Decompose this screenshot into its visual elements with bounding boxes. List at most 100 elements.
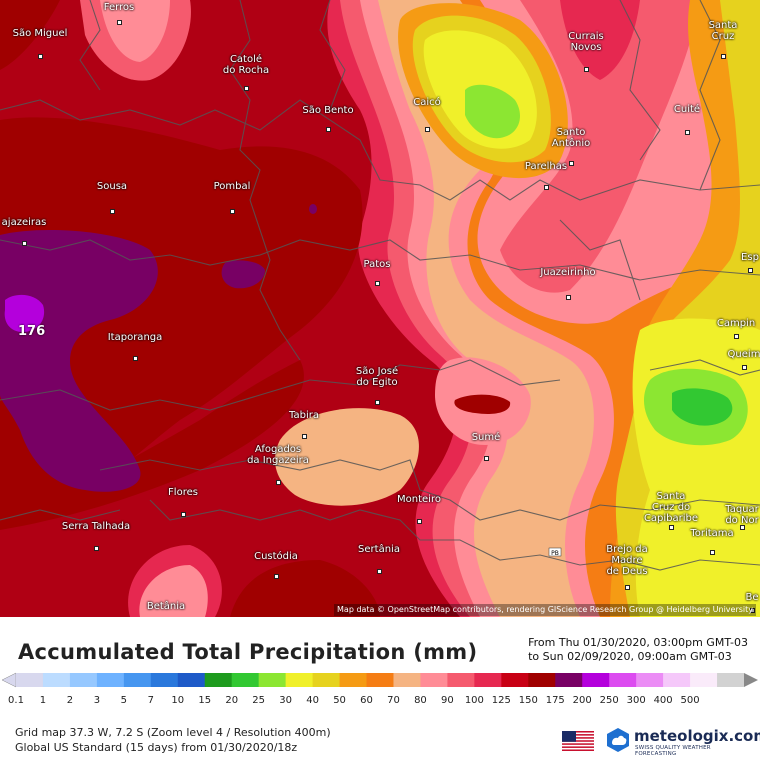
- city-label: Cuité: [673, 104, 701, 115]
- city-label: Santo Antônio: [551, 127, 591, 149]
- legend-tick-label: 1: [40, 695, 46, 706]
- legend-tick-label: 7: [148, 695, 154, 706]
- model-info: Global US Standard (15 days) from 01/30/…: [15, 741, 298, 754]
- city-marker: [685, 130, 690, 135]
- city-label: Afogados da Ingazeira: [247, 444, 309, 466]
- legend-swatch: [123, 673, 152, 687]
- city-marker: [544, 185, 549, 190]
- map-metadata: Grid map 37.3 W, 7.2 S (Zoom level 4 / R…: [15, 725, 331, 755]
- legend-swatch: [366, 673, 394, 687]
- city-marker: [584, 67, 589, 72]
- city-marker: [110, 209, 115, 214]
- legend-tick-label: 400: [654, 695, 673, 706]
- city-marker: [750, 608, 755, 613]
- city-label: Ferros: [103, 2, 135, 13]
- city-label: Queim: [727, 349, 760, 360]
- city-marker: [484, 456, 489, 461]
- legend-tick-label: 90: [441, 695, 454, 706]
- city-marker: [734, 334, 739, 339]
- city-label: Brejo da Madre de Deus: [606, 544, 648, 577]
- legend-tick-label: 15: [198, 695, 211, 706]
- city-label: Currais Novos: [568, 31, 604, 53]
- legend-swatch: [204, 673, 233, 687]
- city-label: Sumé: [471, 432, 501, 443]
- city-marker: [181, 512, 186, 517]
- city-label: Serra Talhada: [61, 521, 131, 532]
- legend-swatch: [690, 673, 718, 687]
- city-marker: [276, 480, 281, 485]
- city-marker: [244, 86, 249, 91]
- legend-tick-label: 30: [279, 695, 292, 706]
- city-marker: [94, 546, 99, 551]
- legend-tick-label: 20: [225, 695, 238, 706]
- legend-tick-label: 150: [519, 695, 538, 706]
- city-marker: [117, 20, 122, 25]
- brand-tagline: SWISS QUALITY WEATHER FORECASTING: [635, 745, 711, 757]
- color-legend: 0.1 1 2 3 5 7 10 15 20 25 30 40 50 60 70 80 90 100 125 150 1…: [0, 669, 760, 711]
- city-marker: [22, 241, 27, 246]
- legend-swatch: [393, 673, 421, 687]
- legend-tick-label: 250: [600, 695, 619, 706]
- legend-swatch: [96, 673, 125, 687]
- city-marker: [710, 550, 715, 555]
- legend-swatch: [501, 673, 529, 687]
- legend-tick-label: 50: [333, 695, 346, 706]
- city-marker: [230, 209, 235, 214]
- legend-swatch: [231, 673, 260, 687]
- legend-tick-label: 500: [681, 695, 700, 706]
- city-marker: [375, 281, 380, 286]
- city-marker: [38, 54, 43, 59]
- legend-tick-label: 40: [306, 695, 319, 706]
- legend-tick-label: 10: [171, 695, 184, 706]
- legend-swatch: [474, 673, 502, 687]
- meteologix-logo[interactable]: meteologix.com SWISS QUALITY WEATHER FOR…: [604, 726, 760, 757]
- map-attribution[interactable]: Map data © OpenStreetMap contributors, r…: [334, 604, 756, 616]
- legend-swatch: [636, 673, 664, 687]
- legend-swatch: [420, 673, 448, 687]
- city-label: Tabira: [289, 410, 319, 421]
- legend-tick-label: 80: [414, 695, 427, 706]
- city-marker: [669, 525, 674, 530]
- period-to: to Sun 02/09/2020, 09:00am GMT-03: [528, 650, 732, 663]
- city-label: Santa Cruz do Capibaribe: [643, 491, 699, 524]
- city-label: Campin: [716, 318, 756, 329]
- legend-arrow-left: [1, 672, 17, 688]
- city-label: São Bento: [302, 105, 354, 116]
- city-marker: [375, 400, 380, 405]
- city-marker: [742, 365, 747, 370]
- legend-tick-label: 2: [67, 695, 73, 706]
- legend-tick-label: 70: [387, 695, 400, 706]
- forecast-period: From Thu 01/30/2020, 03:00pm GMT-03 to S…: [528, 636, 748, 664]
- svg-text:PB: PB: [551, 550, 559, 557]
- legend-swatch: [447, 673, 475, 687]
- city-label: Santa Cruz: [708, 20, 738, 42]
- city-label: Patos: [363, 259, 391, 270]
- city-label: Sousa: [96, 181, 128, 192]
- legend-swatch: [42, 673, 71, 687]
- city-label: Sertânia: [358, 544, 400, 555]
- city-marker: [566, 295, 571, 300]
- legend-tick-label: 0.1: [8, 695, 24, 706]
- city-marker: [569, 161, 574, 166]
- city-marker: [377, 569, 382, 574]
- legend-swatch: [258, 673, 287, 687]
- grid-info: Grid map 37.3 W, 7.2 S (Zoom level 4 / R…: [15, 726, 331, 739]
- legend-tick-label: 200: [573, 695, 592, 706]
- city-label: Monteiro: [397, 494, 441, 505]
- legend-swatch: [16, 673, 44, 687]
- precipitation-map[interactable]: PB Ferros São Miguel Catolé do Rocha São Ben…: [0, 0, 760, 617]
- legend-swatch: [609, 673, 637, 687]
- city-marker: [274, 574, 279, 579]
- legend-swatch: [285, 673, 314, 687]
- us-flag-icon: [562, 731, 594, 751]
- period-from: From Thu 01/30/2020, 03:00pm GMT-03: [528, 636, 748, 649]
- brand-name: meteologix.com: [634, 727, 760, 745]
- city-label: Custódia: [254, 551, 298, 562]
- city-label: Caicó: [413, 97, 441, 108]
- city-marker: [748, 268, 753, 273]
- city-label: Taquar do Nor: [725, 504, 759, 526]
- city-label: Pombal: [213, 181, 251, 192]
- legend-swatch: [177, 673, 206, 687]
- city-marker: [417, 519, 422, 524]
- city-marker: [302, 434, 307, 439]
